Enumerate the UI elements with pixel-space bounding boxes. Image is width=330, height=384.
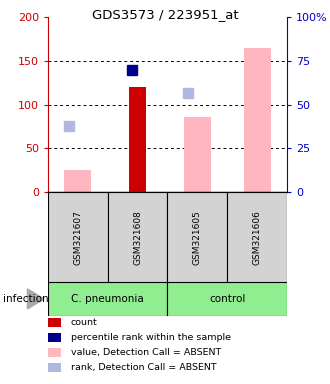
Text: GSM321605: GSM321605 (193, 210, 202, 265)
Bar (48, 333, 61, 342)
Bar (48, 348, 61, 358)
Bar (48, 282, 168, 316)
Bar (168, 282, 287, 316)
Bar (48, 363, 61, 372)
Bar (48, 192, 108, 282)
Bar (129, 87, 146, 192)
Text: rank, Detection Call = ABSENT: rank, Detection Call = ABSENT (71, 363, 216, 372)
Bar (184, 117, 211, 192)
Text: C. pneumonia: C. pneumonia (71, 294, 144, 304)
Bar (227, 192, 287, 282)
Bar (108, 192, 167, 282)
Bar (48, 318, 61, 327)
Text: count: count (71, 318, 97, 327)
Text: percentile rank within the sample: percentile rank within the sample (71, 333, 231, 342)
Text: value, Detection Call = ABSENT: value, Detection Call = ABSENT (71, 348, 221, 357)
Text: control: control (209, 294, 246, 304)
Bar (64, 170, 91, 192)
Text: GDS3573 / 223951_at: GDS3573 / 223951_at (92, 8, 238, 22)
Bar (244, 48, 271, 192)
Text: infection: infection (3, 294, 49, 304)
Bar (168, 192, 227, 282)
Text: GSM321607: GSM321607 (73, 210, 82, 265)
Text: GSM321606: GSM321606 (253, 210, 262, 265)
Text: GSM321608: GSM321608 (133, 210, 142, 265)
Polygon shape (27, 289, 44, 309)
